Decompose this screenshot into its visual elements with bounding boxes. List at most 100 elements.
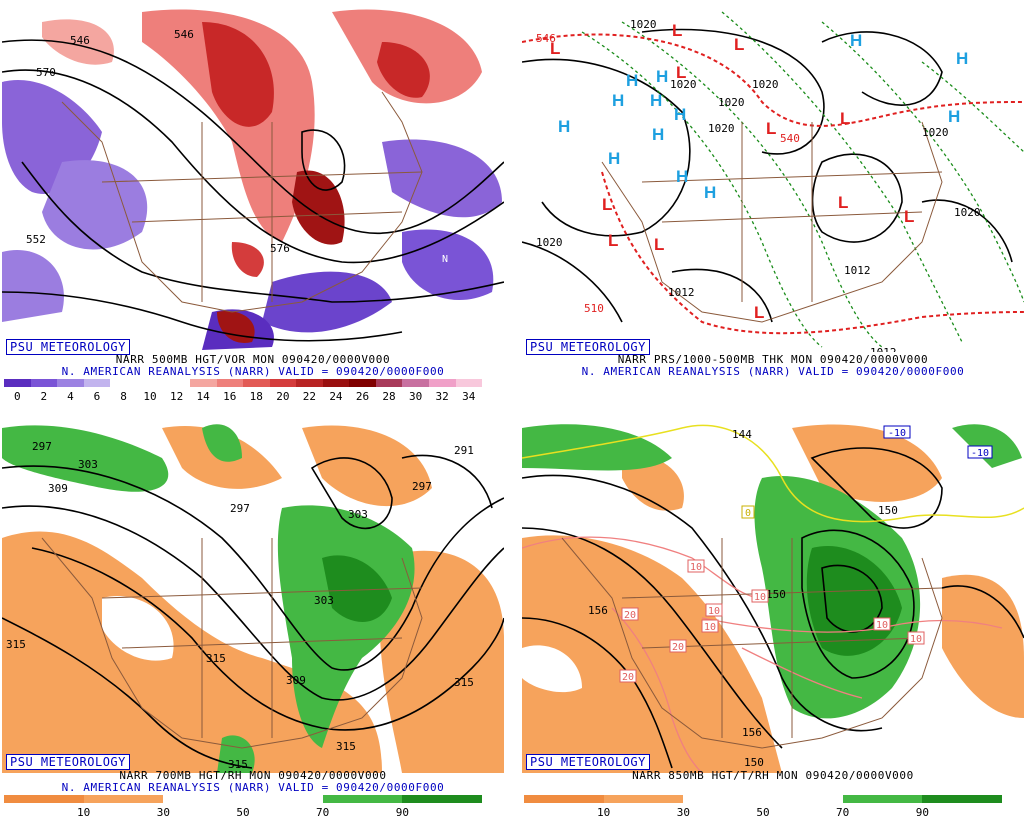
low-pressure-marker: L bbox=[672, 21, 682, 40]
high-pressure-marker: H bbox=[652, 125, 664, 144]
contour-label: 156 bbox=[588, 604, 608, 617]
dry-region bbox=[2, 531, 382, 773]
contour-labels: 297 303 309 291 297 303 297 303 315 315 … bbox=[6, 440, 474, 771]
dry-region bbox=[302, 425, 432, 507]
thickness-contours bbox=[581, 11, 1024, 348]
thickness-label: 546 bbox=[536, 32, 556, 45]
colorbar-swatch bbox=[30, 379, 58, 387]
colorbar-swatch bbox=[189, 379, 217, 387]
low-pressure-marker: L bbox=[904, 207, 914, 226]
colorbar-tick-label: 16 bbox=[223, 390, 237, 403]
colorbar-tick-label: 8 bbox=[120, 390, 127, 403]
colorbar-swatch bbox=[763, 795, 843, 803]
colorbar-tick-label: 28 bbox=[382, 390, 396, 403]
isobar-label: 1020 bbox=[536, 236, 563, 249]
temperature-label: 20 bbox=[672, 642, 684, 653]
low-pressure-marker: L bbox=[602, 195, 612, 214]
map-pressure-thickness: H H H H H H H H H H H H H L L L L L L L … bbox=[522, 2, 1024, 352]
map-boundaries bbox=[561, 537, 943, 749]
colorbar-swatch bbox=[683, 795, 764, 803]
contour-labels: 144 150 150 156 156 150 bbox=[588, 428, 898, 769]
thickness-540-line bbox=[522, 33, 1024, 335]
vorticity-positive-region bbox=[142, 9, 315, 243]
contour-label: 303 bbox=[78, 458, 98, 471]
colorbar-tick-label: 12 bbox=[169, 390, 184, 403]
colorbar-swatch bbox=[4, 379, 31, 387]
colorbar-swatch bbox=[243, 795, 323, 803]
temperature-label: -10 bbox=[971, 448, 989, 459]
map-caption: NARR 850MB HGT/T/RH MON 090420/0000V000 bbox=[632, 769, 914, 782]
colorbar-tick-label: 50 bbox=[756, 806, 770, 819]
contour-label: 150 bbox=[744, 756, 764, 769]
map-caption: NARR 700MB HGT/RH MON 090420/0000V000 bbox=[119, 769, 387, 782]
temperature-label: 10 bbox=[876, 620, 888, 631]
colorbar-swatch bbox=[842, 795, 923, 803]
panel-850mb-temp-rh: 144 150 150 156 156 150 -10 -10 0 10 10 … bbox=[522, 418, 1024, 819]
vorticity-negative-region bbox=[2, 250, 64, 322]
vorticity-min-marker: N bbox=[442, 254, 448, 265]
panel-700mb-rh: 297 303 309 291 297 303 297 303 315 315 … bbox=[2, 418, 504, 819]
temperature-boxes: -10 -10 0 10 10 10 10 20 20 20 10 10 bbox=[619, 425, 993, 683]
colorbar-tick-label: 90 bbox=[395, 806, 409, 819]
map-valid-caption: N. AMERICAN REANALYSIS (NARR) VALID = 09… bbox=[581, 365, 965, 378]
moist-region bbox=[522, 424, 672, 471]
colorbar-swatch bbox=[922, 795, 1003, 803]
colorbar-swatch bbox=[349, 379, 376, 387]
colorbar-swatch bbox=[524, 795, 604, 803]
vorticity-negative-region bbox=[42, 160, 148, 250]
isobar-label: 1020 bbox=[630, 18, 657, 31]
high-pressure-marker: H bbox=[850, 31, 862, 50]
contour-label: 576 bbox=[270, 242, 290, 255]
colorbar-tick-label: 0 bbox=[13, 390, 21, 403]
low-pressure-marker: L bbox=[734, 35, 744, 54]
colorbar-tick-label: 2 bbox=[40, 390, 48, 403]
colorbar-tick-label: 70 bbox=[836, 806, 850, 819]
colorbar-swatch bbox=[243, 379, 270, 387]
thickness-labels: 546 540 510 bbox=[536, 32, 800, 315]
neutral-region bbox=[102, 596, 174, 661]
colorbar-tick-label: 4 bbox=[67, 390, 74, 403]
dry-region bbox=[942, 574, 1024, 718]
low-pressure-marker: L bbox=[654, 235, 664, 254]
map-700mb-rh: 297 303 309 291 297 303 297 303 315 315 … bbox=[2, 418, 504, 773]
isobar-labels: 1020 1020 1020 1020 1020 1020 1020 1012 … bbox=[536, 18, 981, 352]
moist-region bbox=[2, 425, 169, 492]
temperature-label: 20 bbox=[624, 610, 636, 621]
colorbar-swatch bbox=[57, 379, 84, 387]
contour-label: 309 bbox=[286, 674, 306, 687]
colorbar-swatch bbox=[375, 379, 403, 387]
contour-label: 309 bbox=[48, 482, 68, 495]
low-pressure-marker: L bbox=[550, 39, 560, 58]
dry-region bbox=[622, 456, 684, 511]
contour-label: 552 bbox=[26, 233, 46, 246]
contour-label: 303 bbox=[348, 508, 368, 521]
colorbar-tick-label: 50 bbox=[236, 806, 250, 819]
contour-label: 150 bbox=[878, 504, 898, 517]
colorbar-swatch bbox=[83, 795, 164, 803]
low-pressure-marker: L bbox=[838, 193, 848, 212]
temperature-label: 10 bbox=[690, 562, 702, 573]
psu-meteorology-label: PSU METEOROLOGY bbox=[526, 754, 650, 770]
contour-label: 156 bbox=[742, 726, 762, 739]
map-boundaries bbox=[61, 91, 423, 313]
high-pressure-markers: H H H H H H H H H H H H H bbox=[558, 31, 968, 202]
colorbar-swatch bbox=[455, 379, 483, 387]
map-500mb-vorticity: 546 570 546 552 576 N bbox=[2, 2, 504, 352]
contour-label: 315 bbox=[336, 740, 356, 753]
colorbar-swatch bbox=[163, 379, 190, 387]
colorbar-swatch bbox=[402, 795, 483, 803]
map-valid-caption: N. AMERICAN REANALYSIS (NARR) VALID = 09… bbox=[61, 365, 445, 378]
isobar-label: 1020 bbox=[708, 122, 735, 135]
colorbar-tick-label: 24 bbox=[329, 390, 343, 403]
contour-label: 303 bbox=[314, 594, 334, 607]
map-850mb-temp-rh: 144 150 150 156 156 150 -10 -10 0 10 10 … bbox=[522, 418, 1024, 773]
contour-label: 546 bbox=[174, 28, 194, 41]
vorticity-positive-region bbox=[42, 19, 114, 65]
panel-500mb-vorticity: 546 570 546 552 576 N PSU METEOROLOGY NA… bbox=[2, 2, 504, 403]
contour-label: 315 bbox=[228, 758, 248, 771]
colorbar-swatch bbox=[603, 795, 684, 803]
temperature-label: 20 bbox=[622, 672, 634, 683]
colorbar-swatch bbox=[163, 795, 244, 803]
colorbar-tick-label: 10 bbox=[77, 806, 91, 819]
high-pressure-marker: H bbox=[948, 107, 960, 126]
